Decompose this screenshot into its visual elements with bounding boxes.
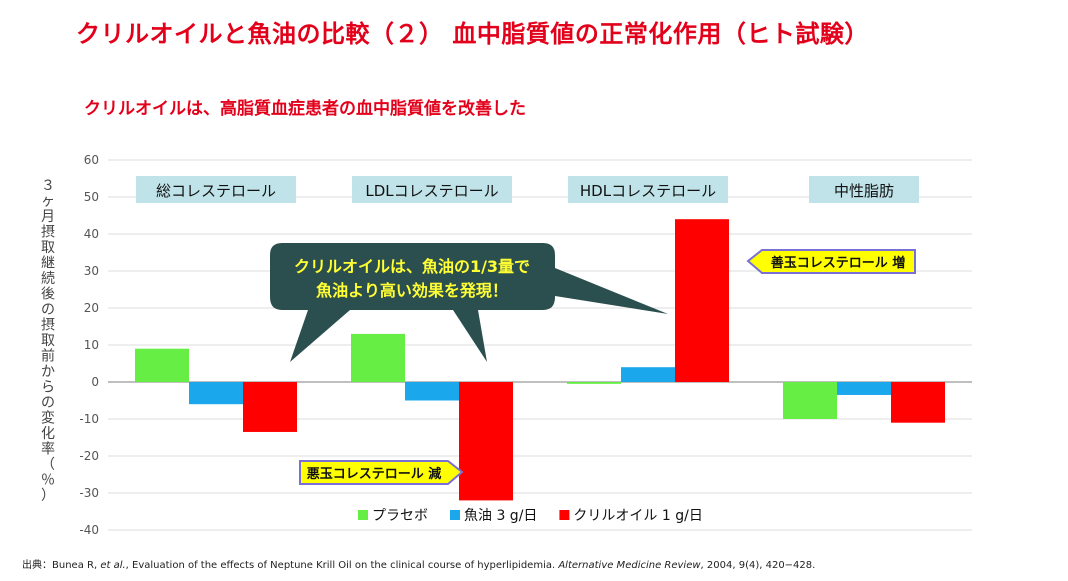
- grid-lines: [108, 159, 972, 531]
- legend-swatch: [358, 510, 368, 520]
- category-label: 総コレステロール: [156, 182, 276, 200]
- good-arrow-shape: [746, 249, 916, 274]
- y-axis-label-char: 率: [41, 441, 55, 458]
- y-axis-label-char: 変: [41, 410, 55, 427]
- y-tick-label: -10: [79, 412, 99, 426]
- category-label: 中性脂肪: [834, 182, 894, 200]
- callout-bubble: クリルオイルは、魚油の1/3量で 魚油より高い効果を発現！: [270, 243, 668, 362]
- y-axis-label-char: の: [41, 302, 55, 318]
- bar: [675, 219, 729, 382]
- bar: [783, 382, 837, 419]
- y-axis-label-char: ％: [41, 473, 55, 489]
- bar: [621, 367, 675, 382]
- y-axis-label-char: の: [41, 395, 55, 411]
- bars: [135, 219, 945, 501]
- bar: [459, 382, 513, 501]
- category-label: LDLコレステロール: [365, 182, 498, 200]
- y-tick-label: 0: [91, 375, 99, 389]
- y-axis-label-char: 摂: [41, 225, 55, 241]
- legend: プラセボ 魚油 3 g/日 クリルオイル 1 g/日: [358, 508, 703, 524]
- y-tick-label: 10: [84, 338, 99, 352]
- citation-journal: Alternative Medicine Review: [558, 560, 701, 571]
- y-axis-label-char: 前: [41, 348, 55, 365]
- category-label-bg: [136, 176, 296, 203]
- category-labels: 総コレステロール LDLコレステロール HDLコレステロール 中性脂肪: [136, 176, 919, 203]
- category-label: HDLコレステロール: [580, 182, 716, 200]
- good-cholesterol-arrow: 善玉コレステロール 増: [746, 249, 916, 274]
- y-axis-label-char: ヶ: [41, 194, 55, 210]
- citation: 出典：Bunea R, et al., Evaluation of the ef…: [22, 556, 1052, 571]
- y-tick-label: 20: [84, 301, 99, 315]
- bad-arrow-label: 悪玉コレステロール 減: [307, 466, 442, 482]
- y-tick-label: 50: [84, 190, 99, 204]
- bar: [135, 348, 189, 382]
- y-axis-label-char: 後: [41, 287, 55, 303]
- callout-line-2: 魚油より高い効果を発現！: [316, 281, 508, 300]
- slide-subtitle: クリルオイルは、高脂質血症患者の血中脂質値を改善した: [84, 99, 526, 119]
- bar: [243, 382, 297, 432]
- y-axis-label-char: 継: [41, 256, 55, 272]
- category-label-bg: [352, 176, 512, 203]
- legend-label: 魚油 3 g/日: [464, 508, 537, 524]
- y-axis-label-char: （: [41, 457, 55, 473]
- y-axis-label-char: ）: [41, 488, 55, 504]
- y-tick-label: -20: [79, 449, 99, 463]
- bar: [837, 382, 891, 395]
- category-label-bg: [568, 176, 728, 203]
- citation-middle: , Evaluation of the effects of Neptune K…: [125, 560, 559, 571]
- bar: [405, 382, 459, 401]
- y-axis-label-char: 月: [41, 209, 55, 225]
- citation-suffix: , 2004, 9(4), 420−428.: [700, 560, 816, 571]
- y-axis-label-char: 取: [41, 333, 55, 349]
- slide-title: クリルオイルと魚油の比較（２） 血中脂質値の正常化作用（ヒト試験）: [76, 20, 869, 48]
- y-tick-label: 30: [84, 264, 99, 278]
- bar: [351, 333, 405, 382]
- callout-shape: [270, 243, 555, 362]
- legend-swatch: [559, 510, 570, 520]
- legend-swatch: [450, 510, 460, 520]
- y-axis-label-char: 化: [41, 426, 55, 442]
- callout-pointer-right: [555, 268, 668, 314]
- citation-prefix: 出典：Bunea R,: [22, 560, 101, 571]
- y-axis-ticks: 60 50 40 30 20 10 0 -10 -20 -30 -40: [79, 153, 99, 537]
- y-tick-label: -40: [79, 523, 99, 537]
- bar: [567, 382, 621, 384]
- bar: [189, 382, 243, 405]
- y-axis-label-char: 続: [41, 270, 55, 287]
- y-axis-label-char: ら: [41, 380, 55, 396]
- y-axis-label-char: か: [41, 364, 55, 380]
- bad-cholesterol-arrow: 悪玉コレステロール 減: [299, 460, 464, 485]
- y-tick-label: 60: [84, 153, 99, 167]
- legend-label: クリルオイル 1 g/日: [573, 508, 702, 524]
- bad-arrow-shape: [299, 460, 464, 485]
- legend-label: プラセボ: [372, 508, 428, 524]
- callout-line-1: クリルオイルは、魚油の1/3量で: [294, 257, 530, 276]
- citation-etal: et al.: [100, 560, 126, 571]
- y-axis-label-char: 取: [41, 240, 55, 256]
- y-axis-label-char: ３: [41, 178, 55, 194]
- bar: [891, 382, 945, 423]
- good-arrow-label: 善玉コレステロール 増: [771, 255, 906, 271]
- y-tick-label: 40: [84, 227, 99, 241]
- category-label-bg: [809, 176, 919, 203]
- y-axis-label-char: 摂: [41, 318, 55, 334]
- y-tick-label: -30: [79, 486, 99, 500]
